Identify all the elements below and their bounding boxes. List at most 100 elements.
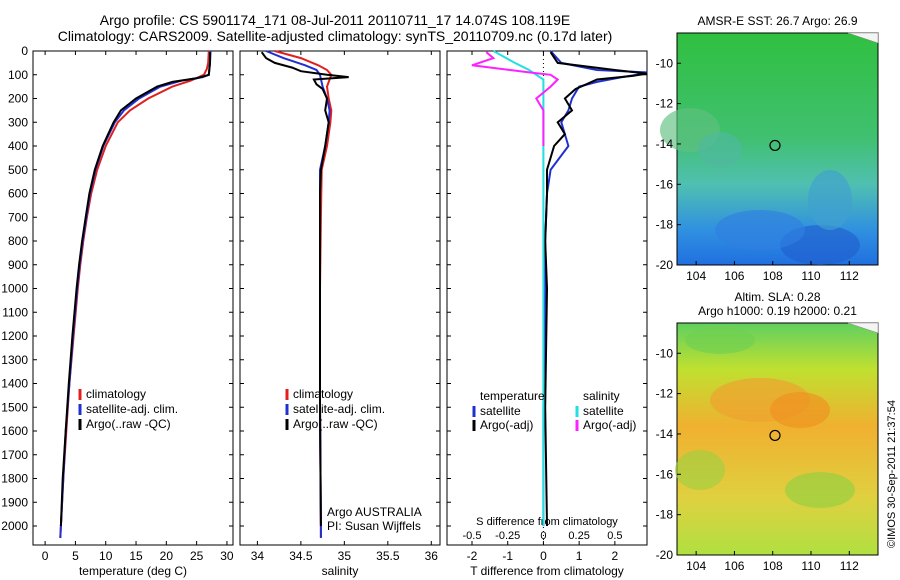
legend-label: Argo(..raw -QC) <box>293 417 378 431</box>
legend-label: climatology <box>86 387 146 401</box>
y-tick-label: 500 <box>8 163 28 177</box>
x-tick-label: 104 <box>686 269 706 283</box>
y-tick-label: 200 <box>8 92 28 106</box>
map-texture <box>785 472 855 508</box>
y-tick-label: 1500 <box>1 400 28 414</box>
top-tick-label: -0.5 <box>463 530 482 542</box>
y-tick-label: 1700 <box>1 448 28 462</box>
panel-temperature: 0 5 10 15 20 25 30 temperature (deg C) 0 100 200 30… <box>1 44 234 578</box>
x-tick-label: 2 <box>612 549 619 563</box>
argo-marker <box>769 139 781 152</box>
top-tick-label: 0 <box>540 530 546 542</box>
map-title: Altim. SLA: 0.28 <box>734 290 820 304</box>
y-tick-label: -10 <box>656 56 674 70</box>
panel-sla-map: 104 106 108 110 112 -20 -18 -16 -14 -12 -10 Altim. … <box>656 290 879 573</box>
y-tick-label: 300 <box>8 115 28 129</box>
x-axis-label: salinity <box>322 564 359 578</box>
x-tick-label: 35.5 <box>376 549 400 563</box>
x-tick-label: 36 <box>425 549 439 563</box>
x-tick-label: 30 <box>220 549 234 563</box>
plot-frame <box>32 50 234 546</box>
coastline <box>847 32 879 44</box>
y-tick-label: 800 <box>8 234 28 248</box>
figure-title: Argo profile: CS 5901174_171 08-Jul-2011… <box>0 12 670 44</box>
legend-label: satellite-adj. clim. <box>86 402 178 416</box>
x-axis-label: T difference from climatology <box>470 564 624 578</box>
x-tick-label: 34.5 <box>289 549 313 563</box>
map-texture <box>770 392 830 428</box>
x-tick-label: 25 <box>190 549 204 563</box>
map-texture <box>715 210 805 250</box>
x-tick-label: 10 <box>99 549 113 563</box>
x-tick-label: 112 <box>840 269 859 283</box>
y-tick-label: 1900 <box>1 495 28 509</box>
y-tick-label: 1100 <box>2 305 28 319</box>
y-tick-label: 1300 <box>1 353 28 367</box>
y-tick-label: 700 <box>8 210 28 224</box>
series-argo <box>59 52 211 527</box>
x-tick-label: 110 <box>801 559 820 573</box>
legend-label: satellite <box>480 404 521 418</box>
y-tick-label: -16 <box>656 177 674 191</box>
map-texture <box>685 326 755 354</box>
y-tick-label: 1800 <box>1 472 28 486</box>
panel-sst-map: 104 106 108 110 112 -20 -18 -16 -14 -12 -10 AMSR-E … <box>656 14 879 283</box>
map-title: AMSR-E SST: 26.7 Argo: 26.9 <box>697 14 857 28</box>
plot-frame <box>239 50 441 546</box>
y-tick-label: -12 <box>656 387 674 401</box>
title-line-2: Climatology: CARS2009. Satellite-adjuste… <box>57 28 613 44</box>
y-tick-label: -10 <box>656 346 674 360</box>
x-tick-label: 34 <box>251 549 265 563</box>
title-line-1: Argo profile: CS 5901174_171 08-Jul-2011… <box>99 12 571 28</box>
x-tick-label: 112 <box>840 559 859 573</box>
top-tick-label: -0.25 <box>495 530 520 542</box>
y-tick-label: 400 <box>8 139 28 153</box>
legend-label: satellite <box>583 404 624 418</box>
top-tick-label: 0.5 <box>607 530 622 542</box>
legend-label: climatology <box>293 387 353 401</box>
y-tick-label: -12 <box>656 97 674 111</box>
x-tick-label: 20 <box>160 549 174 563</box>
x-tick-label: -1 <box>502 549 513 563</box>
y-tick-label: 1600 <box>1 424 28 438</box>
y-tick-label: 100 <box>8 68 28 82</box>
x-tick-label: 106 <box>724 269 744 283</box>
legend-label: Argo(-adj) <box>480 418 533 432</box>
map-texture <box>808 170 852 230</box>
y-tick-label: 1000 <box>1 282 28 296</box>
x-tick-label: -2 <box>467 549 478 563</box>
x-axis-label: temperature (deg C) <box>79 564 187 578</box>
y-tick-label: -20 <box>656 258 674 272</box>
annotation-line: PI: Susan Wijffels <box>327 519 421 533</box>
x-tick-label: 106 <box>724 559 744 573</box>
y-tick-label: -18 <box>656 508 674 522</box>
panel-salinity: 34 34.5 35 35.5 36 salinity climatologysatelli… <box>239 50 441 578</box>
x-tick-label: 1 <box>576 549 583 563</box>
coastline <box>847 322 879 334</box>
x-tick-label: 15 <box>129 549 143 563</box>
annotation-line: Argo AUSTRALIA <box>327 505 422 519</box>
y-tick-label: 900 <box>8 258 28 272</box>
y-tick-label: 2000 <box>1 519 28 533</box>
y-tick-label: -14 <box>656 137 674 151</box>
y-tick-label: -14 <box>656 427 674 441</box>
legend-label: Argo(..raw -QC) <box>86 417 171 431</box>
map-title: Argo h1000: 0.19 h2000: 0.21 <box>698 304 857 318</box>
x-tick-label: 5 <box>72 549 79 563</box>
x-tick-label: 35 <box>338 549 352 563</box>
legend-left-title: temperature <box>480 389 545 403</box>
series-t-argo <box>544 51 648 527</box>
y-tick-label: -16 <box>656 467 674 481</box>
y-tick-label: -20 <box>656 548 674 562</box>
legend-right-title: salinity <box>583 389 620 403</box>
series-s-argo <box>471 51 560 146</box>
y-tick-label: 1200 <box>1 329 28 343</box>
y-tick-label: -18 <box>656 218 674 232</box>
copyright-label: ©IMOS 30-Sep-2011 21:37:54 <box>886 400 898 548</box>
legend-label: Argo(-adj) <box>583 418 636 432</box>
map-field <box>676 322 879 556</box>
x-tick-label: 108 <box>763 559 783 573</box>
x-tick-label: 110 <box>801 269 820 283</box>
map-texture <box>698 132 742 168</box>
